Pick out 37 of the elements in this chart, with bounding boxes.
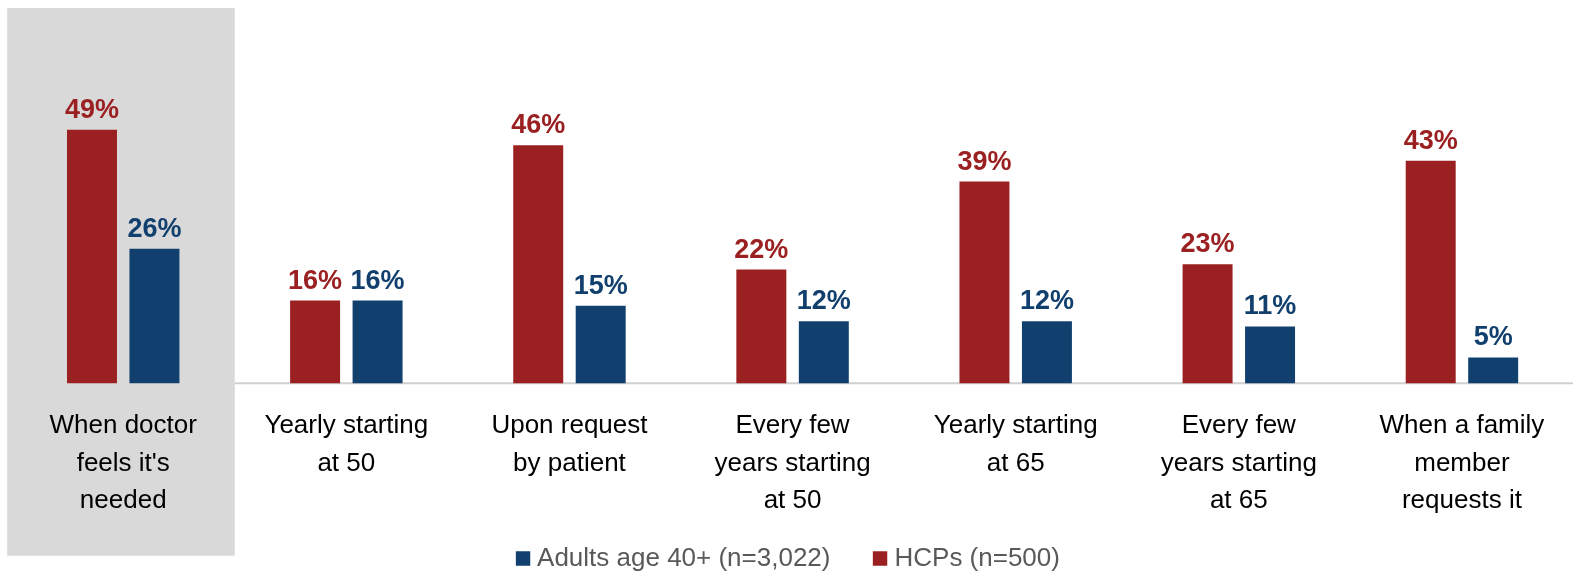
data-label: 12% [1019, 285, 1074, 316]
bar [959, 181, 1010, 384]
data-label: 43% [1403, 124, 1458, 155]
bar [1405, 160, 1456, 384]
x-tick-label: Every few years starting at 50 [714, 409, 871, 515]
data-label: 22% [734, 233, 789, 264]
x-tick-label: When a family member requests it [1379, 409, 1545, 515]
data-label: 15% [573, 269, 628, 300]
data-label: 16% [350, 264, 405, 295]
bar [798, 321, 849, 384]
bar [66, 129, 117, 384]
bar [290, 300, 341, 384]
x-tick-label: Every few years starting at 65 [1160, 409, 1317, 515]
data-label: 39% [957, 145, 1012, 176]
bar [513, 145, 564, 384]
bar [1021, 321, 1072, 384]
x-tick-label: Yearly starting at 50 [264, 409, 429, 477]
legend-label: HCPs (n=500) [894, 542, 1060, 573]
bar [129, 248, 180, 384]
data-label: 46% [511, 109, 566, 140]
data-label: 26% [127, 212, 182, 243]
data-label: 23% [1180, 228, 1235, 259]
bar [736, 269, 787, 384]
bar [575, 305, 626, 384]
x-tick-label: Yearly starting at 65 [933, 409, 1098, 477]
x-tick-label: Upon request by patient [491, 409, 649, 477]
data-label: 11% [1243, 290, 1297, 321]
bar [1245, 326, 1296, 384]
data-label: 49% [64, 93, 120, 124]
bar [1182, 264, 1233, 384]
x-tick-label: When doctor feels it's needed [49, 409, 198, 515]
data-label: 16% [288, 264, 343, 295]
bar [1468, 357, 1519, 384]
legend-label: Adults age 40+ (n=3,022) [537, 542, 831, 573]
data-label: 5% [1473, 321, 1513, 352]
bar [352, 300, 403, 384]
data-label: 12% [796, 285, 851, 316]
